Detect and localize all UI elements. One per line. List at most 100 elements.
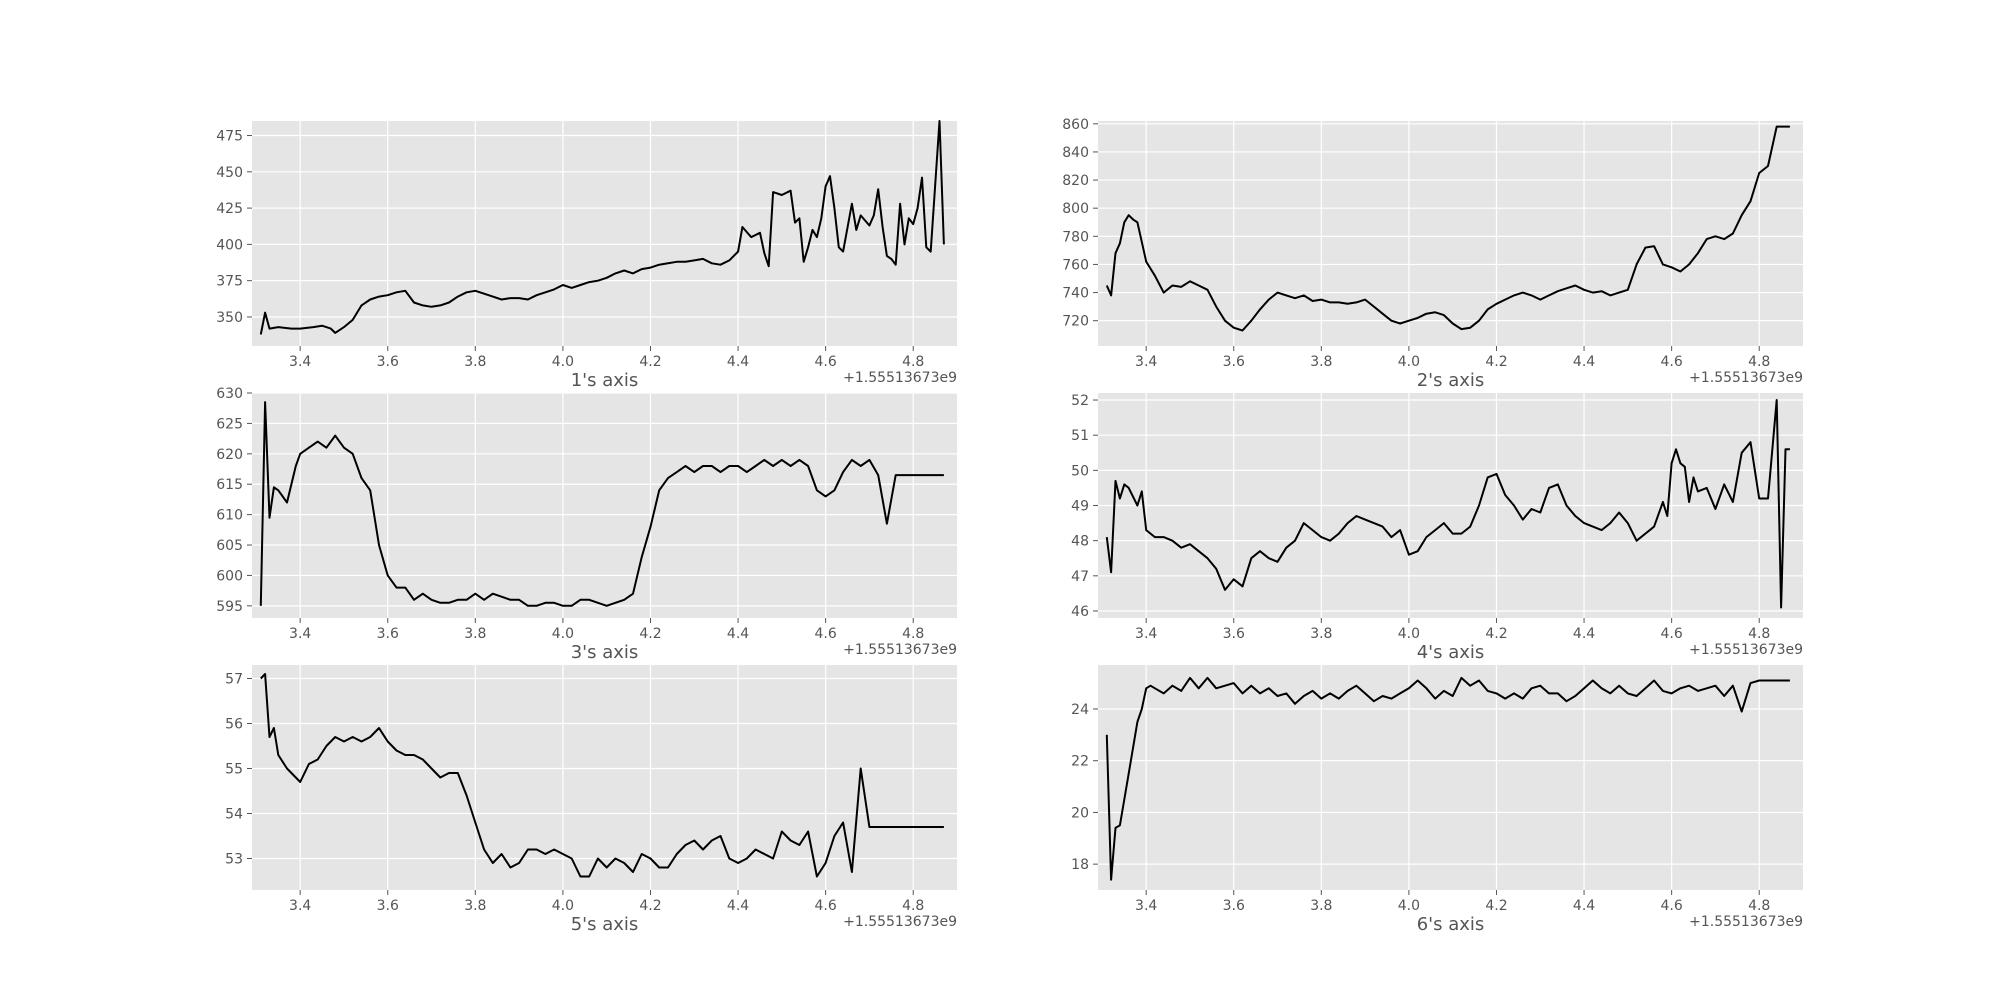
chart-3-series-line bbox=[259, 401, 944, 607]
chart-2-x-tick-label: 4.2 bbox=[1485, 354, 1507, 370]
chart-3-x-axis-label: 3's axis bbox=[571, 642, 639, 663]
chart-5-plot-area bbox=[252, 665, 957, 890]
chart-4-y-tick-label: 52 bbox=[1071, 393, 1089, 409]
chart-2-y-tick-label: 800 bbox=[1062, 201, 1089, 217]
chart-2-y-tick-label: 780 bbox=[1062, 229, 1089, 245]
chart-5-x-axis-label: 5's axis bbox=[571, 914, 639, 935]
chart-5-y-tick-label: 54 bbox=[225, 807, 243, 823]
chart-5-series-line bbox=[260, 673, 944, 878]
chart-4-x-tick-label: 4.6 bbox=[1661, 626, 1683, 642]
chart-3-x-tick-label: 3.6 bbox=[377, 626, 399, 642]
chart-2-y-tick-label: 860 bbox=[1062, 117, 1089, 133]
chart-5-x-tick-label: 4.0 bbox=[552, 898, 574, 914]
chart-3-axes: 3.4 3.6 3.8 4.0 4.2 4.4 4.6 4.8 595 600 605 610 615 6… bbox=[216, 386, 957, 663]
chart-5-x-tick-label: 4.6 bbox=[815, 898, 837, 914]
chart-2-x-tick-label: 4.6 bbox=[1661, 354, 1683, 370]
chart-6-x-tick-label: 3.6 bbox=[1223, 898, 1245, 914]
chart-2-y-tick-label: 760 bbox=[1062, 257, 1089, 273]
chart-2-axes: 3.4 3.6 3.8 4.0 4.2 4.4 4.6 4.8 720 740 760 780 800 8… bbox=[1062, 117, 1803, 391]
chart-4-x-tick-label: 4.8 bbox=[1748, 626, 1770, 642]
chart-1-y-tick-label: 425 bbox=[216, 201, 243, 217]
chart-6-series-line bbox=[1105, 676, 1790, 881]
chart-2-x-tick-label: 4.8 bbox=[1748, 354, 1770, 370]
chart-2-x-tick-label: 3.4 bbox=[1135, 354, 1157, 370]
chart-4-x-tick-label: 4.2 bbox=[1485, 626, 1507, 642]
chart-2-x-tick-label: 4.4 bbox=[1573, 354, 1595, 370]
subplot-grid: 3.4 3.6 3.8 4.0 4.2 4.4 4.6 4.8 350 375 400 425 450 4… bbox=[216, 117, 1803, 935]
chart-2-y-tick-label: 840 bbox=[1062, 145, 1089, 161]
chart-5-y-tick-label: 56 bbox=[225, 717, 243, 733]
chart-2-x-tick-label: 3.6 bbox=[1223, 354, 1245, 370]
chart-2-series-line bbox=[1105, 125, 1790, 332]
chart-3-x-tick-label: 3.4 bbox=[289, 626, 311, 642]
chart-1-x-axis-label: 1's axis bbox=[571, 370, 639, 391]
chart-6-x-tick-label: 4.8 bbox=[1748, 898, 1770, 914]
chart-3-y-tick-label: 620 bbox=[216, 447, 243, 463]
chart-5-y-tick-label: 57 bbox=[225, 672, 243, 688]
chart-4-axes: 3.4 3.6 3.8 4.0 4.2 4.4 4.6 4.8 46 47 48 49 50 51 52 +1… bbox=[1071, 393, 1803, 663]
chart-1-x-tick-label: 4.4 bbox=[727, 354, 749, 370]
chart-1-y-tick-label: 475 bbox=[216, 129, 243, 145]
chart-4-y-tick-label: 51 bbox=[1071, 428, 1089, 444]
chart-1-x-tick-label: 3.4 bbox=[289, 354, 311, 370]
chart-3-x-tick-label: 4.4 bbox=[727, 626, 749, 642]
chart-5-x-tick-label: 4.2 bbox=[639, 898, 661, 914]
chart-3-plot-area bbox=[252, 393, 957, 618]
chart-4-series-line bbox=[1105, 399, 1790, 609]
chart-4-x-tick-label: 3.6 bbox=[1223, 626, 1245, 642]
chart-1-y-tick-label: 375 bbox=[216, 274, 243, 290]
chart-5-x-offset-label: +1.55513673e9 bbox=[843, 914, 957, 930]
chart-6-x-tick-label: 3.8 bbox=[1310, 898, 1332, 914]
chart-3-y-tick-label: 600 bbox=[216, 568, 243, 584]
chart-1-y-tick-label: 400 bbox=[216, 237, 243, 253]
chart-5-axes: 3.4 3.6 3.8 4.0 4.2 4.4 4.6 4.8 53 54 55 56 57 +1.555… bbox=[225, 665, 957, 935]
chart-2-plot-area bbox=[1098, 121, 1803, 346]
chart-3-y-tick-label: 595 bbox=[216, 599, 243, 615]
chart-6-plot-area bbox=[1098, 665, 1803, 890]
chart-1-x-tick-label: 4.2 bbox=[639, 354, 661, 370]
chart-3-x-tick-label: 4.2 bbox=[639, 626, 661, 642]
chart-1-plot-area bbox=[252, 121, 957, 346]
chart-3-y-tick-label: 610 bbox=[216, 508, 243, 524]
chart-6-x-tick-label: 4.0 bbox=[1398, 898, 1420, 914]
chart-4-y-tick-label: 47 bbox=[1071, 569, 1089, 585]
chart-1-x-tick-label: 3.6 bbox=[377, 354, 399, 370]
chart-2-x-tick-label: 3.8 bbox=[1310, 354, 1332, 370]
chart-5-x-tick-label: 4.8 bbox=[902, 898, 924, 914]
chart-5-x-tick-label: 4.4 bbox=[727, 898, 749, 914]
chart-3-x-offset-label: +1.55513673e9 bbox=[843, 642, 957, 658]
chart-1-y-tick-label: 450 bbox=[216, 165, 243, 181]
chart-1-axes: 3.4 3.6 3.8 4.0 4.2 4.4 4.6 4.8 350 375 400 425 450 4… bbox=[216, 120, 957, 391]
chart-2-x-tick-label: 4.0 bbox=[1398, 354, 1420, 370]
chart-1-series-line bbox=[259, 120, 945, 335]
chart-5-y-tick-label: 53 bbox=[225, 852, 243, 868]
chart-6-y-tick-label: 20 bbox=[1071, 805, 1089, 821]
chart-4-x-axis-label: 4's axis bbox=[1417, 642, 1485, 663]
chart-6-x-tick-label: 4.6 bbox=[1661, 898, 1683, 914]
chart-1-x-tick-label: 3.8 bbox=[464, 354, 486, 370]
chart-6-y-tick-label: 22 bbox=[1071, 754, 1089, 770]
chart-4-y-tick-label: 50 bbox=[1071, 463, 1089, 479]
chart-4-x-tick-label: 4.0 bbox=[1398, 626, 1420, 642]
chart-4-x-tick-label: 3.8 bbox=[1310, 626, 1332, 642]
chart-5-x-tick-label: 3.8 bbox=[464, 898, 486, 914]
chart-6-axes: 3.4 3.6 3.8 4.0 4.2 4.4 4.6 4.8 18 20 22 24 +1.55513… bbox=[1071, 665, 1803, 935]
chart-5-x-tick-label: 3.6 bbox=[377, 898, 399, 914]
chart-3-x-tick-label: 4.6 bbox=[815, 626, 837, 642]
chart-5-y-tick-label: 55 bbox=[225, 762, 243, 778]
chart-3-x-tick-label: 4.8 bbox=[902, 626, 924, 642]
chart-6-x-tick-label: 4.4 bbox=[1573, 898, 1595, 914]
chart-2-x-axis-label: 2's axis bbox=[1417, 370, 1485, 391]
chart-2-y-tick-label: 820 bbox=[1062, 173, 1089, 189]
chart-2-y-tick-label: 720 bbox=[1062, 314, 1089, 330]
chart-4-y-tick-label: 49 bbox=[1071, 499, 1089, 515]
chart-1-x-offset-label: +1.55513673e9 bbox=[843, 370, 957, 386]
chart-3-x-tick-label: 4.0 bbox=[552, 626, 574, 642]
chart-6-x-tick-label: 4.2 bbox=[1485, 898, 1507, 914]
chart-1-x-tick-label: 4.0 bbox=[552, 354, 574, 370]
chart-4-y-tick-label: 46 bbox=[1071, 604, 1089, 620]
chart-5-x-tick-label: 3.4 bbox=[289, 898, 311, 914]
chart-6-x-offset-label: +1.55513673e9 bbox=[1689, 914, 1803, 930]
chart-6-y-tick-label: 18 bbox=[1071, 857, 1089, 873]
